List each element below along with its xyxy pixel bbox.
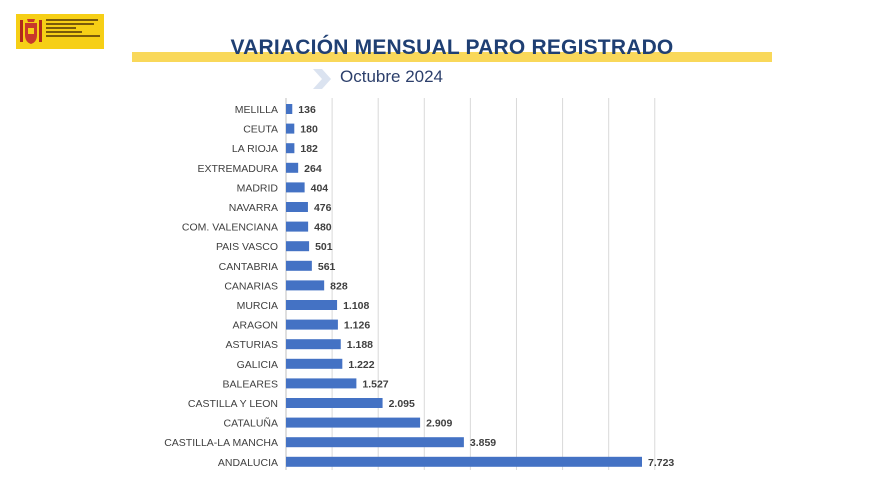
data-label: 404 [311, 182, 329, 194]
category-label: CANARIAS [224, 280, 278, 292]
bar [286, 182, 305, 193]
category-label: MELILLA [235, 104, 278, 116]
data-label: 480 [314, 222, 332, 234]
category-label: MURCIA [237, 300, 278, 312]
category-label: CEUTA [243, 124, 278, 136]
bar [286, 378, 357, 389]
bar [286, 123, 295, 134]
bar [286, 162, 299, 173]
bar [286, 280, 325, 291]
bar [286, 358, 343, 369]
data-label: 1.222 [348, 359, 374, 371]
bar [286, 202, 308, 212]
category-label: COM. VALENCIANA [182, 222, 278, 234]
data-label: 1.188 [347, 339, 373, 351]
data-label: 1.126 [344, 320, 370, 332]
bar [286, 221, 309, 232]
bar [286, 319, 338, 330]
bar [286, 104, 293, 114]
data-label: 180 [300, 124, 318, 136]
category-label: ARAGON [232, 320, 278, 332]
bar [286, 398, 383, 408]
category-label: LA RIOJA [232, 143, 278, 155]
bar [286, 417, 421, 428]
data-label: 136 [298, 104, 316, 116]
bar [286, 300, 338, 310]
category-label: ANDALUCIA [218, 457, 278, 469]
category-label: CATALUÑA [224, 417, 278, 430]
category-label: GALICIA [237, 359, 278, 371]
ministry-text-lines [46, 19, 102, 39]
bar [286, 437, 464, 448]
bar [286, 260, 312, 271]
coat-of-arms-icon [20, 19, 42, 44]
chevron-right-icon [313, 69, 331, 89]
title-underline-band [132, 52, 772, 62]
data-label: 182 [300, 143, 318, 155]
data-label: 476 [314, 202, 332, 214]
data-label: 1.527 [362, 378, 388, 390]
category-label: CASTILLA-LA MANCHA [164, 437, 278, 449]
spanish-government-logo [16, 14, 104, 49]
category-label: PAIS VASCO [216, 241, 278, 253]
category-label: NAVARRA [229, 202, 278, 214]
data-label: 828 [330, 280, 348, 292]
data-label: 7.723 [648, 457, 674, 469]
category-label: CASTILLA Y LEON [188, 398, 278, 410]
data-label: 264 [304, 163, 322, 175]
category-label: BALEARES [223, 378, 278, 390]
data-label: 2.095 [389, 398, 415, 410]
bar [286, 143, 295, 154]
data-label: 501 [315, 241, 333, 253]
category-label: CANTABRIA [219, 261, 278, 273]
data-label: 2.909 [426, 418, 452, 430]
bar [286, 339, 341, 350]
bar [286, 456, 642, 467]
data-label: 3.859 [470, 437, 496, 449]
category-label: EXTREMADURA [197, 163, 278, 175]
chart-subtitle: Octubre 2024 [340, 67, 444, 86]
category-label: MADRID [237, 182, 279, 194]
data-label: 561 [318, 261, 336, 273]
bar [286, 241, 310, 252]
chart-title: VARIACIÓN MENSUAL PARO REGISTRADO [230, 36, 674, 59]
data-label: 1.108 [343, 300, 369, 312]
category-label: ASTURIAS [225, 339, 278, 351]
